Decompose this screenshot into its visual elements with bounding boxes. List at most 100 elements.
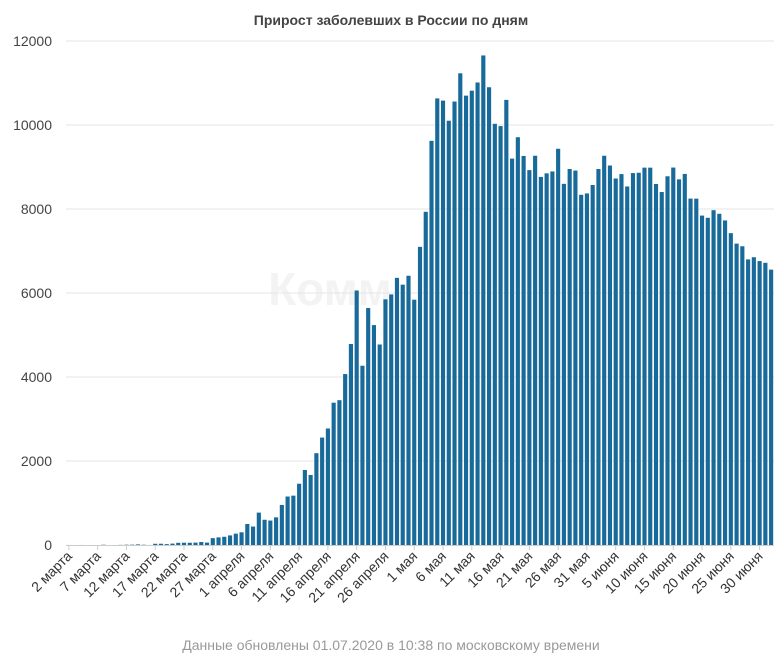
bar	[325, 428, 330, 545]
bar	[573, 170, 578, 545]
bar	[636, 172, 641, 545]
bar	[642, 167, 647, 545]
bar	[406, 275, 411, 545]
bar	[740, 246, 745, 545]
bar	[607, 165, 613, 545]
y-tick-label: 6000	[21, 285, 52, 301]
bar	[222, 536, 227, 545]
bar	[688, 198, 693, 545]
bar	[671, 167, 676, 546]
bar	[389, 294, 394, 545]
bar	[360, 365, 365, 545]
bar	[227, 535, 233, 545]
bar	[302, 469, 307, 545]
chart-title: Прирост заболевших в России по дням	[254, 12, 528, 28]
bar	[297, 483, 302, 545]
bar	[354, 290, 359, 545]
bars	[66, 55, 774, 546]
bar	[515, 137, 520, 545]
bar	[400, 284, 405, 545]
bar	[469, 90, 474, 545]
bar	[446, 120, 451, 545]
bar	[487, 87, 492, 546]
bar	[492, 123, 497, 545]
y-tick-label: 4000	[21, 369, 52, 385]
watermark-logo: Комм	[268, 263, 392, 315]
x-tick-label: 1 мая	[383, 548, 420, 585]
bar	[423, 211, 428, 545]
bar	[274, 517, 279, 545]
bar	[659, 192, 664, 545]
bar	[544, 173, 549, 545]
bar	[533, 155, 538, 546]
bar	[268, 520, 273, 545]
bar	[521, 155, 526, 545]
bar	[475, 82, 480, 545]
bar	[630, 173, 636, 545]
bar	[711, 210, 716, 545]
y-tick-label: 8000	[21, 201, 52, 217]
y-tick-label: 2000	[21, 453, 52, 469]
bar	[463, 95, 469, 545]
bar	[233, 533, 238, 545]
bar	[239, 532, 244, 545]
update-footnote: Данные обновлены 01.07.2020 в 10:38 по м…	[182, 637, 599, 653]
bar	[429, 140, 434, 545]
bar	[285, 496, 290, 545]
bar	[676, 179, 682, 545]
bar	[366, 308, 371, 545]
bar	[769, 269, 774, 545]
bar	[320, 437, 325, 545]
bar	[665, 176, 670, 545]
bar	[417, 246, 423, 545]
bar	[561, 183, 566, 545]
bar	[556, 148, 561, 545]
bar	[763, 262, 768, 545]
bar	[653, 184, 659, 545]
bar	[204, 542, 210, 545]
bar	[584, 193, 589, 546]
bar	[262, 519, 267, 545]
bar	[613, 178, 618, 545]
bar	[337, 400, 342, 545]
bar	[498, 126, 503, 545]
y-axis-tick-labels: 0 2000 4000 6000 8000 10000 12000	[13, 33, 52, 553]
bar	[751, 257, 756, 545]
bar	[596, 169, 601, 545]
y-tick-label: 12000	[13, 33, 52, 49]
y-tick-label: 10000	[13, 117, 52, 133]
bar	[187, 542, 192, 545]
bar	[343, 374, 348, 545]
bar	[452, 101, 457, 546]
bar	[682, 173, 687, 545]
bar	[481, 55, 486, 545]
bar	[504, 99, 509, 545]
bar	[314, 453, 319, 545]
bar	[527, 170, 532, 546]
bar	[371, 325, 377, 545]
bar	[625, 186, 630, 546]
bar	[579, 194, 584, 546]
bar	[279, 504, 284, 545]
bar	[181, 542, 187, 545]
bar	[170, 543, 175, 545]
bar	[331, 402, 336, 545]
bar	[394, 277, 400, 545]
bar	[135, 544, 141, 545]
bar	[308, 474, 313, 545]
bar	[251, 526, 256, 545]
bar	[458, 73, 463, 546]
bar	[550, 171, 555, 545]
bar	[723, 220, 728, 546]
bar	[734, 243, 739, 546]
bar	[210, 538, 215, 545]
bar	[746, 259, 751, 545]
bar	[705, 217, 710, 545]
bar	[567, 169, 572, 545]
bar	[176, 542, 181, 545]
bar	[377, 344, 382, 545]
bar	[602, 155, 607, 546]
bar	[256, 512, 261, 545]
